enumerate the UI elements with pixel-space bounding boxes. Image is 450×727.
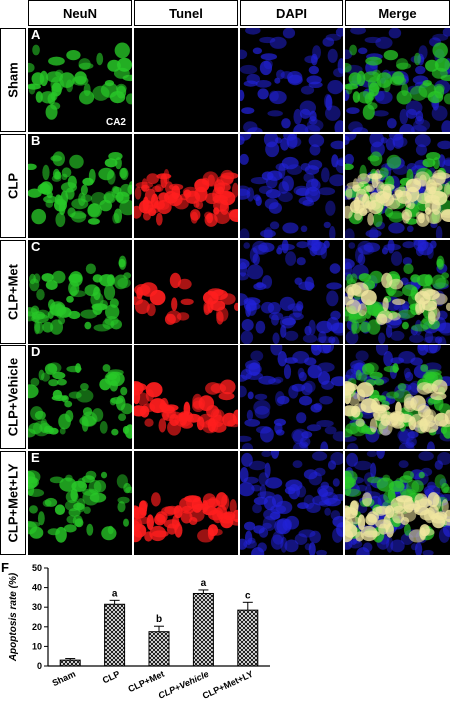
micrograph-image (28, 470, 132, 543)
micrograph-image (240, 28, 343, 132)
micrograph-image (134, 492, 238, 543)
micrograph-dapi (240, 28, 343, 132)
row-label-text: CLP+Met+LY (5, 463, 21, 543)
bar (59, 659, 81, 667)
micrograph-image (345, 345, 450, 449)
micrograph-image (345, 28, 450, 132)
column-header-dapi: DAPI (240, 0, 343, 26)
micrograph-merge (345, 240, 450, 344)
y-tick-label: 10 (32, 641, 42, 651)
row-label-text: CLP+Vehicle (5, 357, 21, 437)
column-header-merge: Merge (345, 0, 450, 26)
significance-label: a (112, 588, 118, 599)
micrograph-tunel (134, 451, 238, 555)
column-header-tunel: Tunel (134, 0, 238, 26)
micrograph-image (345, 134, 450, 238)
y-tick-label: 40 (32, 583, 42, 593)
micrograph-image (134, 169, 238, 227)
panel-letter: B (31, 134, 41, 148)
micrograph-merge (345, 134, 450, 238)
row-label-4: CLP+Met+LY (0, 451, 26, 555)
micrograph-neun: B (28, 134, 132, 238)
micrograph-dapi (240, 451, 343, 555)
x-tick-label: CLP (101, 669, 122, 686)
significance-label: c (245, 590, 251, 601)
micrograph-image (134, 28, 238, 132)
y-tick-label: 50 (32, 563, 42, 573)
panel-letter-f: F (1, 560, 9, 575)
region-label: CA2 (105, 117, 126, 128)
micrograph-image (345, 240, 450, 344)
micrograph-neun: E (28, 451, 132, 555)
micrograph-merge (345, 345, 450, 449)
bar (104, 603, 126, 667)
micrograph-dapi (240, 134, 343, 238)
y-axis-label: Apoptosis rate (%) (8, 572, 19, 662)
micrograph-dapi (240, 240, 343, 344)
panel-letter: A (31, 28, 41, 42)
micrograph-image (240, 240, 343, 344)
micrograph-image (134, 272, 238, 325)
x-tick-label: CLP+Met+LY (201, 669, 255, 701)
micrograph-tunel (134, 28, 238, 132)
micrograph-image (345, 451, 450, 555)
micrograph-image (240, 134, 343, 238)
row-label-2: CLP+Met (0, 240, 26, 344)
micrograph-image (28, 255, 132, 335)
micrograph-merge (345, 28, 450, 132)
bar (148, 631, 170, 667)
micrograph-neun: D (28, 345, 132, 449)
micrograph-image (134, 379, 238, 436)
micrograph-image (28, 362, 132, 439)
bar (237, 609, 259, 667)
significance-label: a (201, 578, 207, 589)
panel-letter: C (31, 240, 41, 254)
micrograph-dapi (240, 345, 343, 449)
row-label-text: CLP+Met (5, 264, 21, 320)
micrograph-tunel (134, 345, 238, 449)
micrograph-neun: C (28, 240, 132, 344)
x-tick-label: Sham (51, 669, 77, 688)
bar (192, 592, 214, 667)
y-tick-label: 0 (37, 661, 42, 671)
micrograph-image (240, 345, 343, 449)
row-label-text: Sham (5, 62, 21, 98)
micrograph-image (28, 151, 132, 228)
micrograph-neun: A CA2 (28, 28, 132, 132)
significance-label: b (156, 614, 162, 625)
y-tick-label: 30 (32, 602, 42, 612)
panel-letter: D (31, 345, 41, 359)
panel-letter: E (31, 451, 40, 465)
bar-chart: 0 10 20 30 40 50 Apoptosis rate (%) Sham a CLP b CL… (8, 563, 270, 701)
y-tick-label: 20 (32, 622, 42, 632)
micrograph-image (240, 451, 343, 555)
row-label-1: CLP (0, 134, 26, 238)
column-header-neun: NeuN (28, 0, 132, 26)
micrograph-tunel (134, 134, 238, 238)
micrograph-merge (345, 451, 450, 555)
row-label-text: CLP (5, 173, 21, 199)
micrograph-tunel (134, 240, 238, 344)
row-label-3: CLP+Vehicle (0, 345, 26, 449)
row-label-0: Sham (0, 28, 26, 132)
micrograph-image (28, 42, 132, 120)
